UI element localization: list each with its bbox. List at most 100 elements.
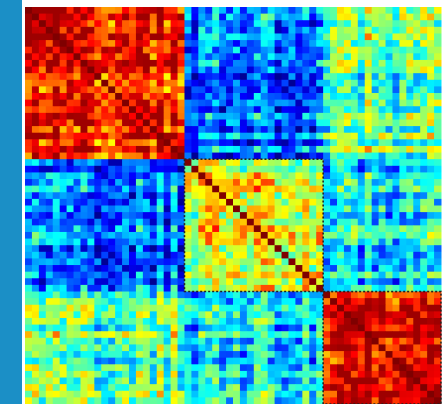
heatmap-cell — [177, 159, 185, 167]
heatmap-cell — [142, 86, 151, 94]
heatmap-cell — [253, 46, 262, 54]
heatmap-cell — [170, 152, 179, 160]
heatmap-cell — [156, 337, 165, 345]
heatmap-cell — [330, 106, 338, 114]
heatmap-cell — [219, 145, 227, 154]
heatmap-cell — [115, 20, 123, 28]
heatmap-cell — [406, 251, 414, 259]
heatmap-cell — [80, 351, 88, 359]
heatmap-cell — [31, 370, 40, 379]
heatmap-cell — [101, 159, 109, 167]
heatmap-cell — [378, 364, 387, 372]
heatmap-cell — [420, 212, 428, 220]
heatmap-cell — [288, 26, 296, 34]
heatmap-cell — [413, 265, 421, 273]
heatmap-cell — [233, 251, 241, 259]
heatmap-cell — [385, 337, 393, 345]
heatmap-cell — [52, 344, 61, 352]
heatmap-cell — [392, 311, 400, 319]
heatmap-cell — [205, 317, 213, 326]
heatmap-cell — [108, 205, 116, 213]
heatmap-cell — [149, 251, 158, 259]
heatmap-cell — [330, 337, 338, 345]
heatmap-cell — [94, 79, 102, 87]
heatmap-cell — [80, 53, 88, 61]
heatmap-cell — [66, 73, 75, 81]
heatmap-cell — [156, 40, 165, 48]
heatmap-cell — [233, 245, 241, 253]
heatmap-cell — [406, 304, 414, 312]
heatmap-cell — [115, 245, 123, 253]
correlation-heatmap — [25, 7, 442, 404]
heatmap-cell — [288, 139, 296, 147]
heatmap-cell — [219, 245, 227, 253]
heatmap-cell — [115, 86, 123, 94]
heatmap-cell — [66, 331, 75, 339]
heatmap-cell — [385, 344, 393, 352]
heatmap-cell — [73, 40, 81, 48]
heatmap-cell — [73, 99, 81, 107]
heatmap-cell — [142, 198, 151, 206]
heatmap-cell — [87, 59, 95, 68]
heatmap-cell — [371, 66, 380, 74]
heatmap-cell — [357, 231, 366, 240]
heatmap-cell — [246, 106, 255, 114]
heatmap-cell — [260, 291, 269, 299]
heatmap-cell — [59, 20, 68, 28]
heatmap-cell — [427, 377, 435, 385]
heatmap-cell — [343, 291, 352, 299]
heatmap-cell — [371, 119, 380, 127]
heatmap-cell — [73, 179, 81, 187]
heatmap-cell — [122, 212, 130, 220]
heatmap-frame — [22, 0, 446, 404]
heatmap-cell — [191, 265, 199, 273]
heatmap-cell — [52, 238, 61, 246]
heatmap-cell — [295, 212, 303, 220]
heatmap-cell — [364, 205, 373, 213]
heatmap-cell — [385, 205, 393, 213]
heatmap-cell — [38, 159, 47, 167]
heatmap-cell — [288, 145, 296, 154]
heatmap-cell — [392, 93, 400, 101]
heatmap-cell — [399, 53, 407, 61]
heatmap-cell — [302, 324, 310, 332]
heatmap-cell — [94, 231, 102, 240]
heatmap-cell — [87, 284, 95, 293]
heatmap-cell — [73, 351, 81, 359]
heatmap-cell — [239, 337, 248, 345]
heatmap-cell — [80, 271, 88, 279]
heatmap-cell — [184, 231, 192, 240]
heatmap-cell — [129, 331, 137, 339]
heatmap-cell — [170, 311, 179, 319]
heatmap-cell — [135, 271, 144, 279]
heatmap-cell — [170, 26, 179, 34]
heatmap-cell — [274, 298, 283, 306]
heatmap-cell — [385, 86, 393, 94]
heatmap-cell — [205, 331, 213, 339]
heatmap-cell — [357, 397, 366, 404]
heatmap-cell — [205, 377, 213, 385]
heatmap-cell — [295, 159, 303, 167]
heatmap-cell — [309, 119, 317, 127]
heatmap-cell — [45, 370, 54, 379]
heatmap-cell — [80, 192, 88, 200]
heatmap-cell — [253, 86, 262, 94]
heatmap-cell — [163, 152, 172, 160]
heatmap-cell — [274, 73, 283, 81]
heatmap-cell — [385, 66, 393, 74]
diagonal-cell — [281, 251, 289, 259]
heatmap-cell — [156, 251, 165, 259]
heatmap-cell — [198, 192, 206, 200]
heatmap-cell — [295, 112, 303, 120]
heatmap-cell — [87, 258, 95, 266]
heatmap-cell — [191, 59, 199, 68]
heatmap-cell — [343, 205, 352, 213]
heatmap-cell — [38, 357, 47, 365]
heatmap-cell — [142, 112, 151, 120]
heatmap-cell — [66, 139, 75, 147]
heatmap-cell — [399, 291, 407, 299]
heatmap-cell — [274, 26, 283, 34]
heatmap-cell — [371, 20, 380, 28]
heatmap-cell — [156, 212, 165, 220]
heatmap-cell — [420, 331, 428, 339]
